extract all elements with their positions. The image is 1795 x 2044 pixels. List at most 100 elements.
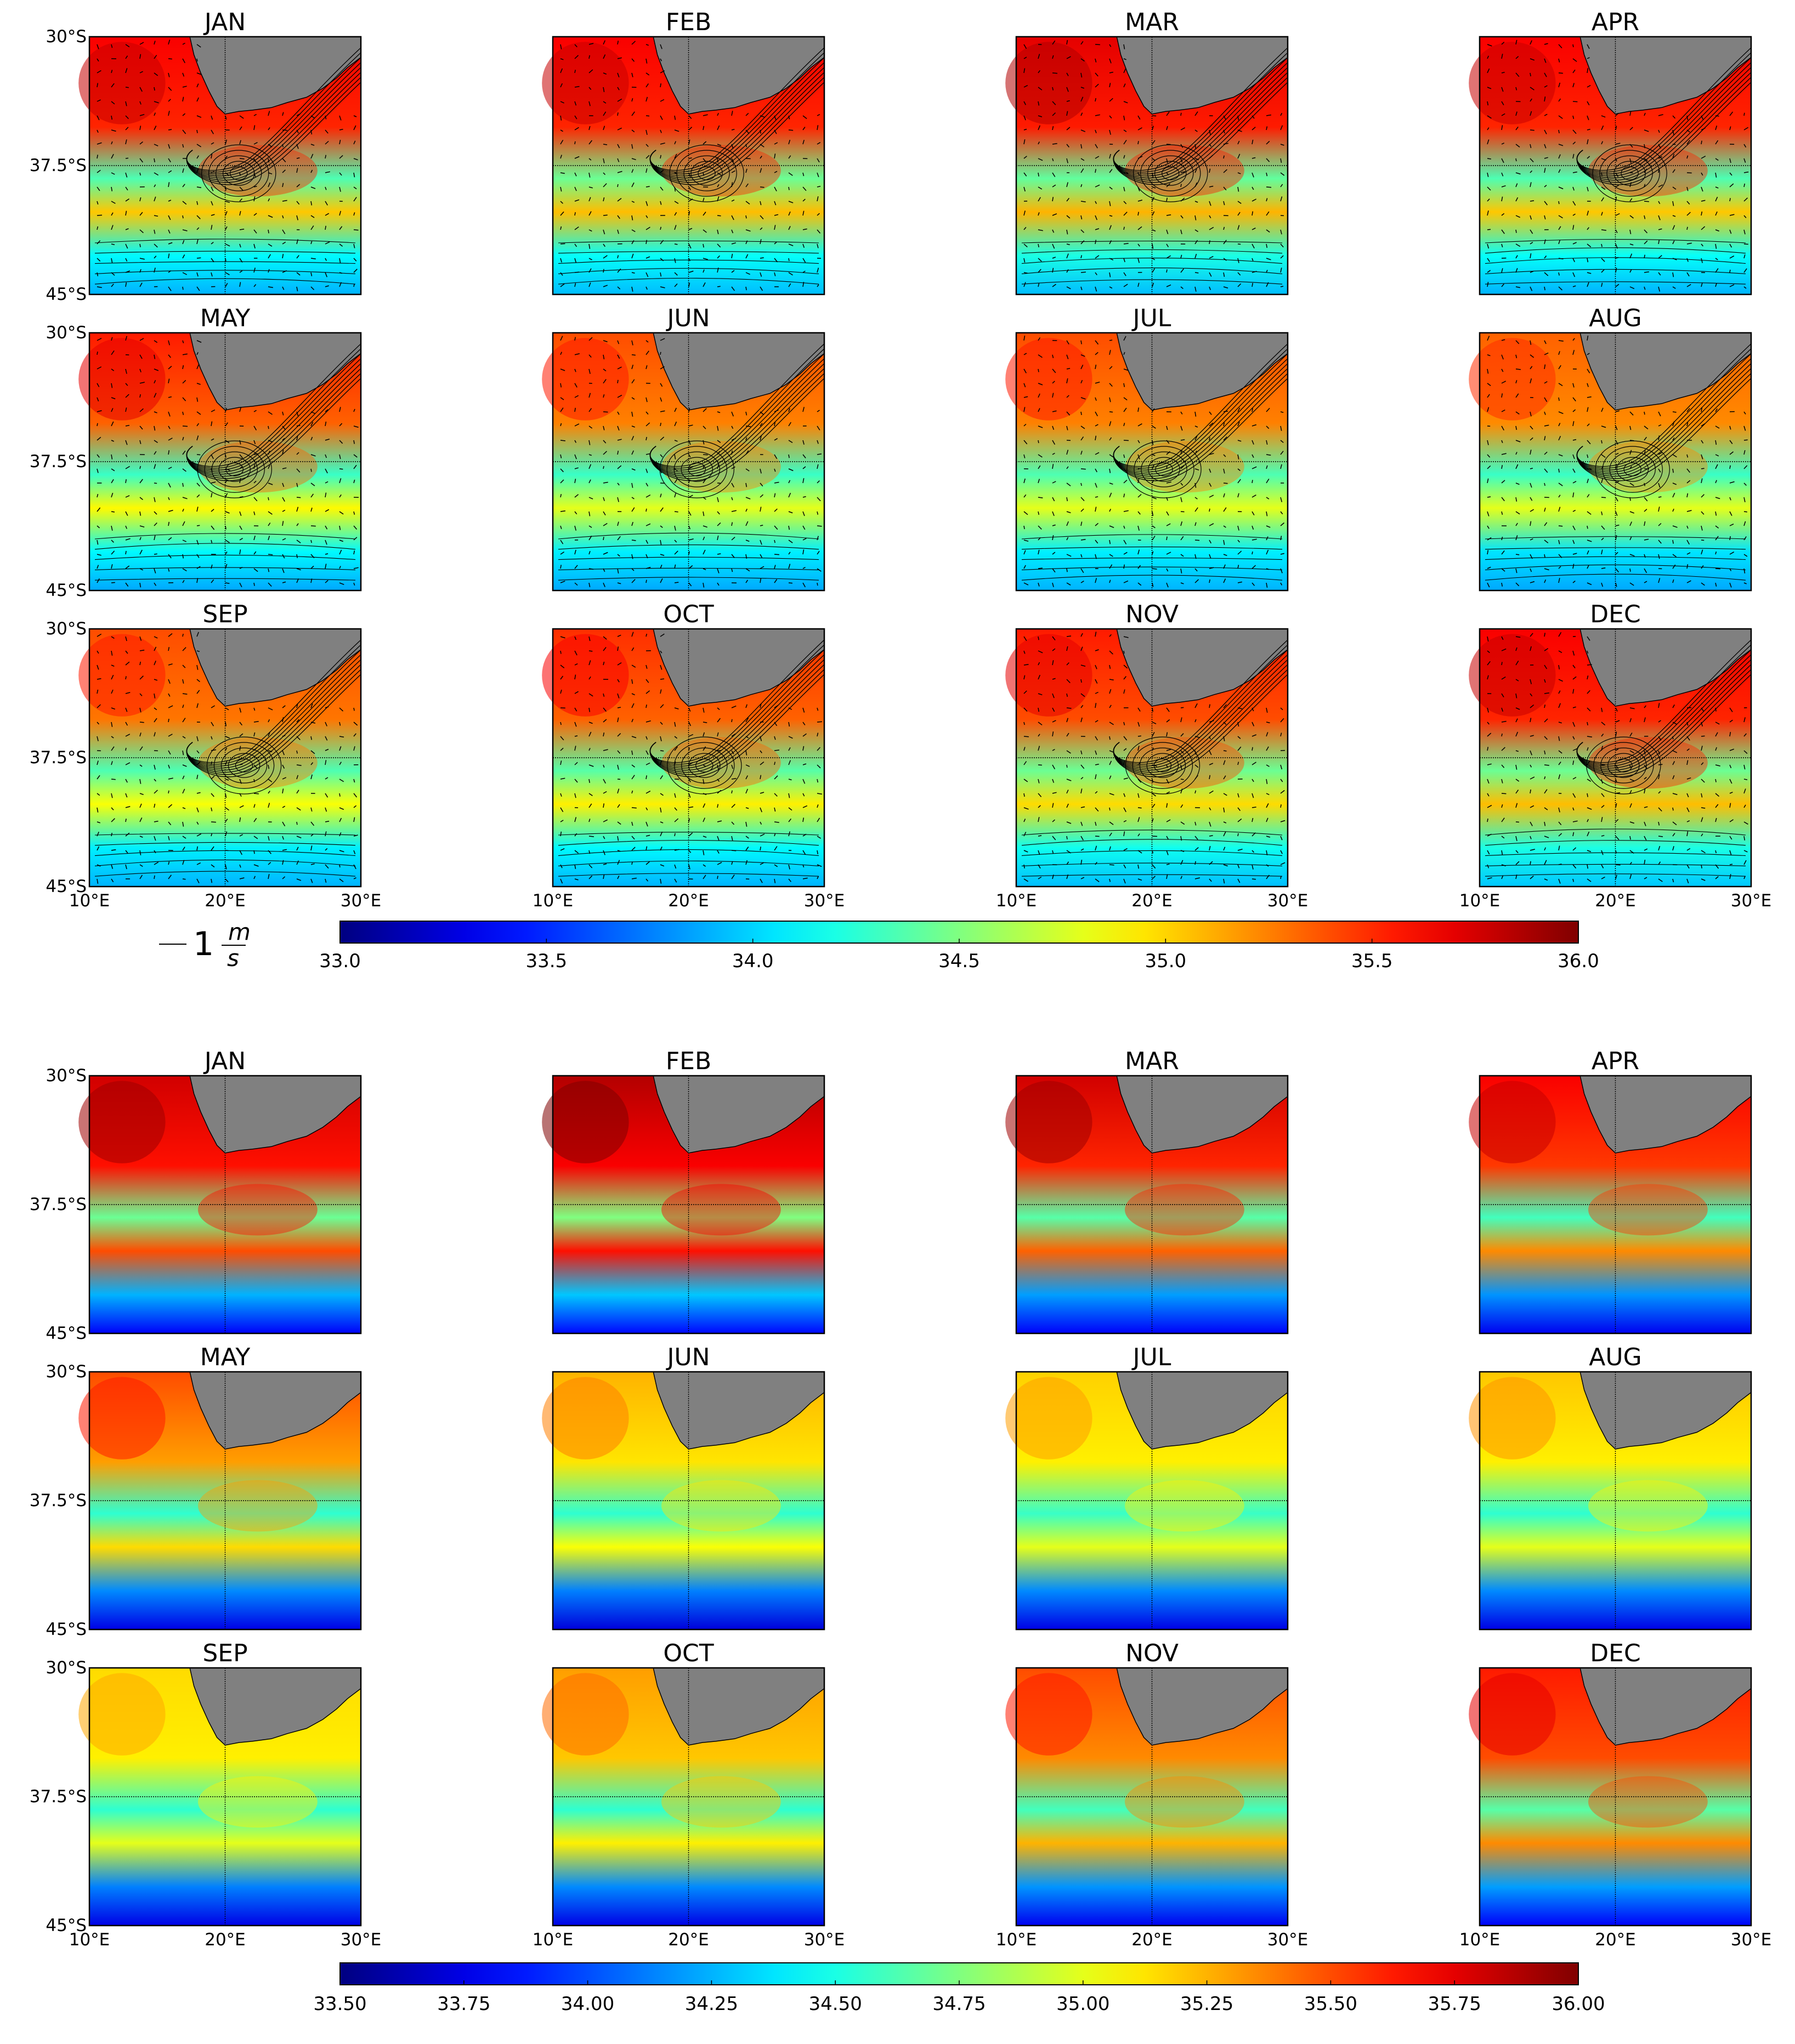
streamline <box>649 353 825 470</box>
streamline <box>1576 669 1752 775</box>
panel-title: APR <box>1592 8 1639 36</box>
salinity-maximum <box>1469 1081 1556 1163</box>
current-vectors <box>1485 632 1752 884</box>
lon-tick-label: 20°E <box>668 891 709 911</box>
lat-tick-label: 30°S <box>46 1362 87 1382</box>
eddy-ring <box>1133 144 1208 202</box>
map-panel-may: MAY 30°S 37.5°S 45°S <box>30 304 362 600</box>
zonal-streamline <box>1021 279 1283 285</box>
streamline <box>186 669 361 775</box>
streamline <box>649 62 825 177</box>
salinity-maximum <box>1469 634 1556 717</box>
salinity-maximum <box>78 634 166 717</box>
eddy-ring <box>220 747 268 783</box>
zonal-streamline <box>1485 564 1746 570</box>
retroflection-streamlines <box>1021 639 1288 877</box>
streamline <box>1113 52 1288 173</box>
retroflection-salinity <box>661 1480 781 1532</box>
streamline <box>1576 363 1752 475</box>
panel-title: JUL <box>1131 304 1171 332</box>
zonal-streamline <box>1021 839 1283 846</box>
colorbar-tick-label: 35.25 <box>1180 1993 1233 2015</box>
streamline <box>649 674 825 777</box>
zonal-streamline <box>94 251 356 254</box>
panel-frame <box>552 332 825 592</box>
colorbar-tick-label: 34.00 <box>561 1993 614 2015</box>
map-panel-jul: JUL <box>1005 1343 1289 1631</box>
streamline <box>1576 659 1752 771</box>
salinity-maximum <box>542 634 629 717</box>
lat-tick-label: 37.5°S <box>30 1787 87 1807</box>
map-panel-jul: JUL <box>1005 304 1289 592</box>
streamline <box>1576 72 1752 181</box>
eddy-ring <box>1154 161 1187 186</box>
eddy-ring <box>1616 457 1649 482</box>
eddy-ring <box>201 144 276 202</box>
retroflection-salinity <box>661 737 781 789</box>
streamline <box>186 353 361 470</box>
salinity-maximum <box>78 338 166 421</box>
streamline <box>1113 368 1288 477</box>
eddy-ring <box>206 736 282 794</box>
eddy-ring <box>681 457 713 482</box>
eddy-ring <box>674 742 735 789</box>
vector-field <box>1023 39 1285 292</box>
map-panel-dec: DEC 10°E 20°E 30°E <box>1459 600 1772 911</box>
lat-tick-label: 45°S <box>46 1916 87 1935</box>
land-mask <box>189 36 361 115</box>
zonal-streamline <box>1021 830 1283 836</box>
lat-tick-label: 45°S <box>46 1620 87 1639</box>
streamline <box>1576 82 1752 185</box>
zonal-streamline <box>1021 566 1283 570</box>
current-vectors <box>1021 632 1288 884</box>
streamline <box>186 82 361 185</box>
colorbar-tick-label: 33.75 <box>437 1993 490 2015</box>
land-mask <box>1579 628 1752 707</box>
streamline <box>649 82 825 185</box>
eddy-ring <box>235 758 253 773</box>
colorbar-tick-label: 35.5 <box>1351 950 1393 972</box>
streamline <box>649 47 825 171</box>
panel-title: JAN <box>203 1047 246 1075</box>
streamline <box>1576 639 1752 763</box>
eddy-ring <box>1593 742 1654 789</box>
lon-tick-label: 20°E <box>1595 891 1636 911</box>
panel-title: JUN <box>665 1343 710 1371</box>
streamline <box>1113 82 1288 185</box>
map-panel-mar: MAR <box>1005 8 1289 296</box>
retroflection-salinity <box>198 441 318 493</box>
lon-tick-label: 30°E <box>341 1930 382 1950</box>
map-panel-aug: AUG <box>1469 304 1752 592</box>
lat-tick-label: 30°S <box>46 619 87 639</box>
lon-tick-label: 10°E <box>1459 1930 1500 1950</box>
lon-tick-label: 10°E <box>1459 891 1500 911</box>
streamline <box>1113 62 1288 177</box>
streamline <box>1113 674 1288 777</box>
streamline <box>1113 664 1288 773</box>
streamline <box>649 72 825 181</box>
lat-tick-label: 37.5°S <box>30 1491 87 1511</box>
streamline <box>1576 654 1752 769</box>
eddy-ring <box>1132 742 1193 789</box>
vector-field <box>97 632 359 884</box>
colorbar-tick-label: 33.50 <box>313 1993 366 2015</box>
streamline <box>1576 67 1752 179</box>
panel-frame <box>552 36 825 296</box>
streamline <box>1113 373 1288 479</box>
salinity-maximum <box>542 338 629 421</box>
eddy-ring <box>1162 166 1180 180</box>
retroflection-salinity <box>1125 1184 1244 1236</box>
land-mask <box>189 1075 361 1154</box>
streamline <box>1576 343 1752 467</box>
salinity-maximum <box>1005 1673 1092 1756</box>
streamline <box>1576 353 1752 470</box>
colorbar-tick-label: 36.00 <box>1551 1993 1605 2015</box>
vector-field <box>560 40 822 292</box>
zonal-streamline <box>1021 546 1283 550</box>
eddy-ring <box>216 155 262 191</box>
streamline <box>1576 77 1752 183</box>
streamline <box>186 674 361 777</box>
lat-tick-label: 37.5°S <box>30 748 87 768</box>
zonal-streamline <box>1021 258 1283 264</box>
zonal-streamline <box>558 259 819 264</box>
